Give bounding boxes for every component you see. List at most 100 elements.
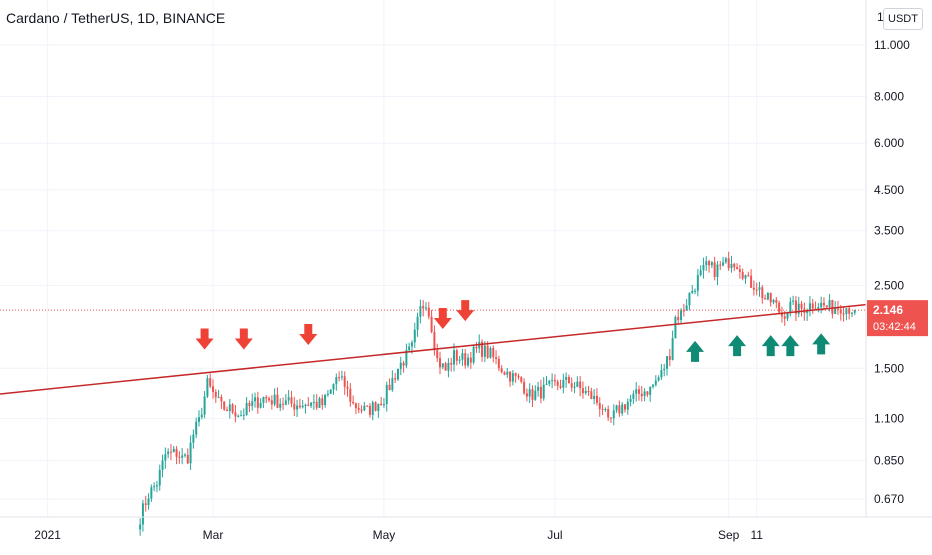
candle-up: [786, 313, 789, 319]
candle-up: [758, 287, 761, 290]
support-arrow-up: [812, 333, 831, 355]
candle-down: [646, 391, 649, 395]
candle-up: [158, 469, 161, 486]
candle-down: [265, 396, 268, 399]
candle-up: [254, 397, 257, 402]
candle-up: [153, 486, 156, 488]
candle-up: [147, 498, 150, 505]
candle-up: [792, 300, 795, 302]
candle-up: [279, 403, 282, 408]
candle-up: [576, 381, 579, 387]
candle-up: [685, 305, 688, 311]
candle-down: [422, 306, 425, 309]
candle-up: [396, 368, 399, 380]
candle-up: [363, 405, 366, 411]
candle-down: [590, 391, 593, 399]
resistance-arrow-down: [433, 307, 452, 329]
trendline[interactable]: [0, 303, 867, 395]
candle-down: [848, 308, 851, 314]
candle-up: [699, 270, 702, 276]
candle-up: [441, 363, 444, 368]
candle-up: [203, 396, 206, 415]
candle-up: [593, 395, 596, 399]
candle-down: [402, 362, 405, 366]
candle-down: [475, 346, 478, 349]
candle-up: [632, 393, 635, 399]
candle-up: [150, 487, 153, 499]
candle-up: [542, 384, 545, 399]
candle-down: [450, 362, 453, 365]
candle-down: [677, 316, 680, 321]
candle-up: [240, 415, 243, 417]
candle-up: [744, 275, 747, 279]
price-tick-label: 3.500: [874, 224, 904, 238]
candle-down: [175, 448, 178, 457]
candle-down: [825, 305, 828, 307]
currency-button[interactable]: USDT: [883, 8, 923, 30]
candle-down: [780, 312, 783, 317]
last-price-tag: [867, 300, 928, 337]
candle-up: [663, 368, 666, 371]
candle-up: [548, 380, 551, 384]
candle-down: [276, 394, 279, 408]
candle-down: [234, 412, 237, 417]
last-price-label: 2.146: [873, 303, 903, 317]
time-tick-label: 11: [750, 528, 763, 542]
candle-up: [242, 414, 245, 416]
candle-up: [789, 301, 792, 314]
candle-down: [374, 402, 377, 411]
candle-up: [694, 290, 697, 292]
candle-up: [183, 454, 186, 456]
time-tick-label: May: [373, 528, 396, 542]
candle-down: [836, 308, 839, 310]
candle-down: [769, 293, 772, 303]
candle-down: [778, 302, 781, 313]
candle-up: [551, 380, 554, 382]
candle-up: [562, 379, 565, 388]
candle-up: [461, 353, 464, 360]
candle-down: [315, 401, 318, 408]
candle-up: [649, 386, 652, 395]
candle-down: [481, 341, 484, 357]
arrows-layer: [195, 300, 831, 362]
resistance-arrow-down: [456, 300, 475, 322]
candle-down: [514, 373, 517, 376]
candle-up: [195, 421, 198, 435]
candle-up: [377, 403, 380, 411]
candle-up: [696, 275, 699, 291]
candle-down: [570, 383, 573, 388]
candle-down: [520, 377, 523, 382]
candle-down: [349, 388, 352, 402]
candle-down: [637, 389, 640, 394]
time-tick-label: Mar: [203, 528, 224, 542]
time-tick-label: Sep: [718, 528, 740, 542]
candle-up: [489, 348, 492, 358]
candle-down: [343, 376, 346, 387]
candle-down: [497, 358, 500, 369]
support-arrow-up: [781, 335, 800, 357]
candle-up: [424, 307, 427, 309]
candle-up: [604, 408, 607, 410]
candle-up: [797, 303, 800, 314]
candle-down: [366, 405, 369, 407]
candle-down: [842, 313, 845, 315]
price-tick-label: 1.500: [874, 361, 904, 375]
candle-down: [436, 350, 439, 359]
candle-down: [430, 316, 433, 332]
candle-down: [839, 309, 842, 314]
price-tick-label: 0.850: [874, 453, 904, 467]
candle-up: [635, 389, 638, 394]
candle-up: [304, 404, 307, 406]
candle-up: [172, 448, 175, 452]
candle-down: [814, 308, 817, 310]
candle-down: [368, 405, 371, 415]
candle-down: [444, 363, 447, 371]
candle-up: [828, 300, 831, 307]
candle-down: [270, 400, 273, 405]
candle-up: [189, 442, 192, 464]
candle-up: [702, 264, 705, 271]
candle-up: [410, 342, 413, 347]
candle-up: [472, 346, 475, 363]
